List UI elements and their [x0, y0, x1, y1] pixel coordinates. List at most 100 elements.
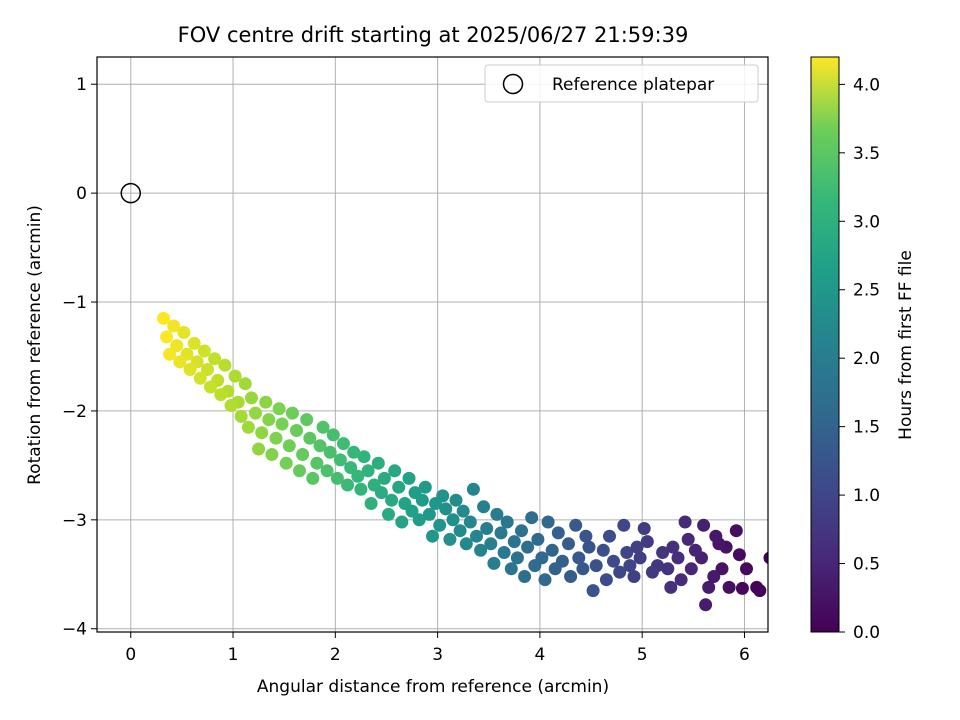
data-point [285, 406, 299, 420]
data-point [290, 424, 303, 437]
data-point [515, 524, 528, 538]
colorbar: 0.0 0.5 1.0 1.5 2.0 2.5 3.0 3.5 4.0 Hours from f… [810, 56, 916, 643]
data-point [344, 461, 358, 475]
y-tick-label: −2 [62, 402, 87, 422]
colorbar-gradient [810, 56, 840, 633]
data-point [551, 526, 565, 540]
data-point [333, 453, 347, 467]
data-point [234, 409, 248, 423]
data-point [617, 518, 631, 532]
data-point [364, 497, 378, 510]
y-axis-ticks: 1 0 −1 −2 −3 −4 [62, 75, 97, 640]
data-point [541, 515, 555, 529]
data-point [715, 562, 729, 576]
data-point [702, 580, 716, 594]
data-point [456, 504, 470, 518]
data-point [275, 417, 289, 431]
data-point [732, 548, 746, 562]
data-point [729, 524, 743, 538]
y-tick-label: −1 [62, 293, 87, 313]
data-point [545, 543, 559, 557]
data-point [463, 515, 477, 529]
x-axis-label: Angular distance from reference (arcmin) [257, 677, 609, 697]
colorbar-tick-label: 0.5 [853, 555, 880, 575]
reference-point [120, 182, 142, 204]
x-tick-label: 2 [330, 645, 341, 665]
data-point [497, 546, 511, 559]
data-point [620, 546, 634, 559]
data-point [208, 352, 222, 366]
y-tick-label: −4 [62, 620, 87, 640]
data-point [623, 559, 637, 573]
data-point [282, 439, 296, 453]
data-point [259, 395, 273, 409]
data-point [443, 532, 457, 546]
data-point [707, 570, 721, 583]
data-point [357, 450, 371, 464]
data-point [564, 570, 578, 583]
grid-lines [97, 57, 768, 632]
data-point [640, 535, 654, 549]
data-point [630, 540, 644, 554]
data-point [402, 471, 416, 485]
data-point [500, 515, 514, 529]
data-point [249, 406, 262, 420]
data-point [678, 515, 692, 529]
data-point [740, 562, 753, 576]
data-point [193, 371, 207, 385]
data-point [697, 518, 711, 532]
colorbar-ticks: 0.0 0.5 1.0 1.5 2.0 2.5 3.0 3.5 4.0 [839, 75, 880, 643]
data-point [201, 363, 214, 376]
colorbar-tick-label: 1.5 [853, 418, 880, 438]
data-point [252, 442, 266, 456]
data-point [310, 456, 324, 470]
x-tick-label: 5 [637, 645, 648, 665]
data-point [300, 413, 314, 427]
reference-marker [120, 182, 142, 204]
data-point [228, 369, 242, 383]
data-point [507, 535, 521, 549]
data-point [699, 598, 713, 612]
data-point [187, 336, 201, 350]
data-point [722, 580, 736, 594]
colorbar-tick-label: 1.0 [853, 486, 880, 506]
x-tick-label: 6 [739, 645, 750, 665]
data-point [637, 522, 651, 535]
data-point [330, 471, 344, 485]
data-point [313, 439, 327, 453]
data-point [265, 448, 279, 461]
x-tick-label: 0 [125, 645, 136, 665]
data-point [241, 420, 255, 434]
data-point [337, 437, 350, 451]
data-point [666, 540, 680, 554]
data-point [293, 464, 306, 478]
data-point [272, 402, 286, 416]
data-point [589, 559, 603, 573]
legend: Reference platepar [484, 64, 759, 103]
data-point [382, 507, 395, 521]
data-point [661, 562, 675, 576]
data-point [388, 464, 402, 478]
data-point [510, 551, 524, 565]
data-point [371, 456, 385, 470]
data-point [306, 471, 320, 485]
data-point [446, 513, 460, 527]
data-point [367, 478, 381, 492]
data-point [453, 524, 467, 538]
data-point [750, 580, 764, 594]
data-point [576, 562, 590, 576]
data-point [480, 522, 494, 535]
data-point [218, 358, 232, 372]
y-tick-label: 0 [76, 184, 87, 204]
colorbar-tick-label: 0.0 [853, 623, 880, 643]
data-point [269, 431, 283, 445]
data-point [656, 546, 670, 559]
data-point [316, 420, 330, 434]
data-point [170, 339, 184, 353]
data-point [418, 480, 432, 494]
data-point [474, 543, 488, 557]
data-point [627, 570, 641, 583]
data-point [603, 529, 616, 543]
colorbar-tick-label: 3.5 [853, 144, 880, 164]
